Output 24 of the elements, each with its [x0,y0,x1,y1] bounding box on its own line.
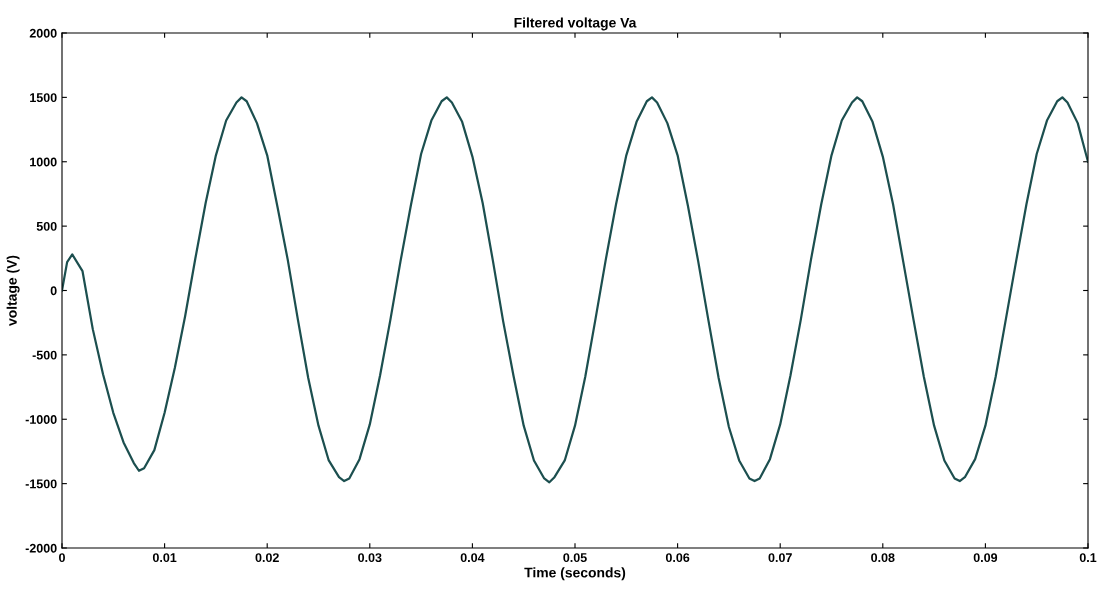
x-tick-label: 0.07 [768,553,792,563]
x-tick-label: 0 [59,553,65,563]
y-tick-label: 1500 [30,93,57,103]
x-tick-label: 0.08 [871,553,895,563]
x-axis-title: Time (seconds) [524,567,626,581]
y-tick-label: 2000 [29,28,57,38]
y-axis-title: voltage (V) [6,255,20,326]
x-tick-label: 0.01 [152,553,177,563]
x-tick-label: 0.03 [358,553,382,563]
x-tick-label: 0.04 [460,553,485,563]
y-tick-label: 500 [36,221,57,231]
y-tick-label: 0 [50,286,57,296]
y-tick-label: -1500 [25,479,57,489]
y-tick-label: -500 [32,350,57,360]
x-tick-label: 0.1 [1079,553,1097,563]
y-tick-label: -2000 [25,543,57,553]
y-tick-label: -1000 [25,415,57,424]
x-tick-label: 0.02 [255,553,279,563]
x-tick-label: 0.06 [665,553,690,563]
line-series [62,96,1088,484]
y-tick-label: 1000 [30,157,57,167]
chart-title: Filtered voltage Va [514,17,637,31]
x-tick-label: 0.09 [973,553,998,563]
x-tick-label: 0.05 [563,553,587,563]
